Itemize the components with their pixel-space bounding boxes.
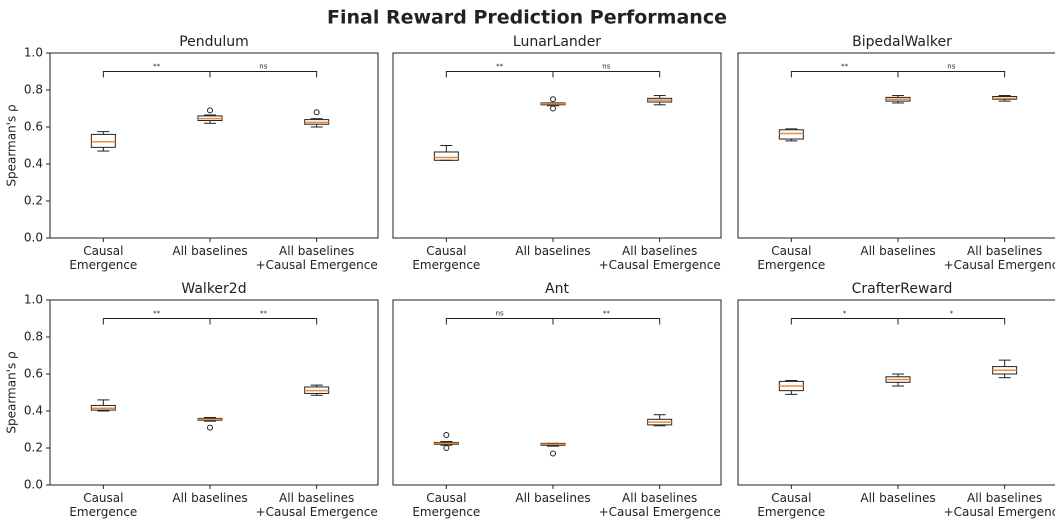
- significance-label: ns: [947, 63, 955, 71]
- significance-bracket: [552, 71, 661, 78]
- outlier: [313, 109, 320, 116]
- x-tick-label: All baselines +Causal Emergence: [255, 491, 378, 519]
- significance-bracket: [897, 318, 1006, 325]
- axes-frame: [392, 299, 722, 486]
- x-tick-label: Causal Emergence: [412, 244, 481, 272]
- significance-bracket: [790, 318, 899, 325]
- x-tick-label: All baselines: [172, 491, 248, 505]
- outlier: [443, 445, 450, 451]
- x-tick-label: All baselines +Causal Emergence: [598, 491, 721, 519]
- y-tick-label: 0.0: [24, 478, 43, 492]
- significance-label: **: [153, 310, 161, 318]
- axes-frame: [49, 52, 379, 239]
- x-tick-label: All baselines: [860, 491, 936, 505]
- subplot-title: CrafterReward: [852, 281, 953, 297]
- subplot-title: BipedalWalker: [852, 34, 952, 50]
- axes-frame: [737, 52, 1055, 239]
- outlier: [207, 107, 213, 114]
- significance-label: **: [841, 63, 849, 71]
- subplot-title: Walker2d: [181, 281, 246, 297]
- subplot-title: Pendulum: [179, 34, 249, 50]
- significance-label: **: [260, 310, 268, 318]
- y-axis-label: Spearman's ρ: [5, 351, 19, 433]
- significance-bracket: [209, 318, 318, 325]
- outlier: [443, 432, 450, 439]
- x-tick-label: All baselines: [172, 244, 248, 258]
- outlier: [550, 450, 556, 457]
- x-tick-label: All baselines: [860, 244, 936, 258]
- x-tick-label: All baselines: [515, 491, 591, 505]
- significance-bracket: [102, 318, 211, 325]
- y-tick-label: 0.2: [24, 441, 43, 455]
- y-tick-label: 0.2: [24, 194, 43, 208]
- significance-label: **: [153, 63, 161, 71]
- x-tick-label: All baselines: [515, 244, 591, 258]
- box: [90, 133, 116, 148]
- x-tick-label: Causal Emergence: [69, 244, 138, 272]
- y-tick-label: 0.8: [24, 330, 43, 344]
- subplot-title: Ant: [545, 281, 569, 297]
- x-tick-label: Causal Emergence: [757, 244, 826, 272]
- y-tick-label: 0.6: [24, 120, 43, 134]
- axes-frame: [737, 299, 1055, 486]
- outlier: [550, 96, 556, 103]
- significance-label: *: [950, 310, 954, 318]
- significance-label: ns: [496, 310, 504, 318]
- significance-bracket: [209, 71, 318, 78]
- significance-label: *: [843, 310, 847, 318]
- box: [433, 151, 459, 161]
- x-tick-label: All baselines +Causal Emergence: [598, 244, 721, 272]
- significance-label: **: [496, 63, 504, 71]
- y-tick-label: 0.0: [24, 231, 43, 245]
- significance-bracket: [102, 71, 211, 78]
- x-tick-label: All baselines +Causal Emergence: [943, 491, 1055, 519]
- outlier: [207, 424, 213, 431]
- figure-title: Final Reward Prediction Performance: [327, 7, 727, 29]
- significance-bracket: [897, 71, 1006, 78]
- y-tick-label: 0.6: [24, 367, 43, 381]
- significance-bracket: [445, 318, 554, 325]
- significance-label: ns: [602, 63, 610, 71]
- subplot-title: LunarLander: [513, 34, 601, 50]
- x-tick-label: Causal Emergence: [69, 491, 138, 519]
- x-tick-label: Causal Emergence: [412, 491, 481, 519]
- y-tick-label: 0.4: [24, 404, 43, 418]
- x-tick-label: All baselines +Causal Emergence: [943, 244, 1055, 272]
- y-tick-label: 0.8: [24, 83, 43, 97]
- significance-bracket: [790, 71, 899, 78]
- significance-label: **: [603, 310, 611, 318]
- x-tick-label: Causal Emergence: [757, 491, 826, 519]
- y-tick-label: 0.4: [24, 157, 43, 171]
- box: [778, 129, 804, 140]
- axes-frame: [49, 299, 379, 486]
- y-tick-label: 1.0: [24, 293, 43, 307]
- y-tick-label: 1.0: [24, 46, 43, 60]
- axes-frame: [392, 52, 722, 239]
- outlier: [550, 105, 556, 112]
- y-axis-label: Spearman's ρ: [5, 104, 19, 186]
- significance-label: ns: [259, 63, 267, 71]
- significance-bracket: [552, 318, 661, 325]
- significance-bracket: [445, 71, 554, 78]
- x-tick-label: All baselines +Causal Emergence: [255, 244, 378, 272]
